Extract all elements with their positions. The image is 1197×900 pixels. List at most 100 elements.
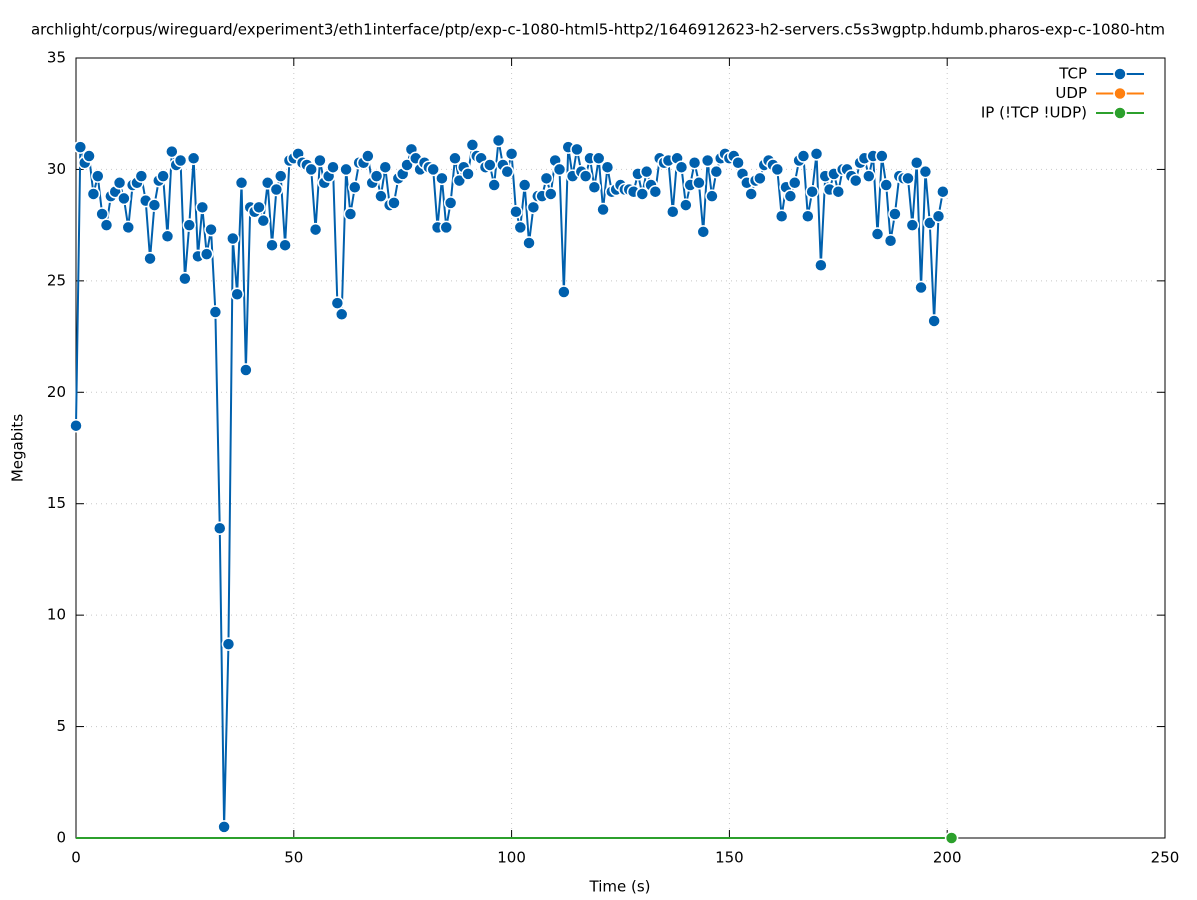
data-point [199, 247, 214, 261]
x-tick-label: 0 [71, 849, 81, 867]
y-tick-label: 35 [47, 49, 66, 67]
data-point [326, 160, 340, 174]
data-point [923, 216, 937, 230]
data-point [591, 151, 606, 166]
y-tick-label: 5 [56, 717, 66, 735]
data-point [744, 187, 758, 201]
data-point [221, 637, 236, 651]
data-point [334, 307, 349, 322]
data-point [361, 149, 375, 163]
data-point [304, 162, 318, 177]
data-point [483, 158, 497, 172]
data-point [147, 198, 162, 212]
y-tick-label: 15 [47, 494, 66, 512]
data-point [99, 218, 114, 232]
data-point [426, 162, 440, 177]
data-point [448, 151, 462, 166]
data-point [674, 160, 689, 174]
data-point [186, 151, 201, 166]
data-point [639, 164, 654, 179]
y-axis-label: Megabits [9, 414, 27, 482]
data-point [879, 178, 893, 192]
data-point [234, 176, 249, 190]
data-point [230, 287, 244, 301]
legend-label: TCP [1058, 65, 1087, 83]
data-point [278, 238, 292, 252]
data-point [82, 149, 96, 163]
x-tick-label: 150 [715, 849, 744, 867]
data-point [814, 258, 828, 273]
data-point [539, 171, 554, 186]
data-point [195, 200, 210, 215]
data-point [875, 149, 889, 163]
data-point [465, 138, 480, 152]
data-point [95, 207, 109, 221]
y-tick-label: 20 [47, 383, 66, 401]
data-point [500, 164, 514, 179]
data-point [117, 191, 131, 206]
data-point [339, 162, 353, 177]
data-point [156, 169, 170, 183]
data-point [901, 171, 915, 186]
data-point [635, 187, 650, 201]
data-point [905, 218, 920, 232]
data-point [914, 280, 928, 295]
legend-swatch [1113, 86, 1127, 101]
data-point [526, 200, 541, 215]
y-tick-label: 30 [47, 160, 66, 178]
x-axis-label: Time (s) [589, 878, 651, 896]
data-point [578, 169, 593, 183]
data-point [374, 189, 388, 203]
data-point [378, 160, 393, 174]
data-point [313, 153, 327, 168]
data-point [883, 233, 898, 248]
data-point [330, 296, 345, 310]
data-point [182, 218, 197, 232]
data-point [731, 155, 745, 170]
data-point [709, 164, 724, 179]
chart-title: archlight/corpus/wireguard/experiment3/e… [31, 21, 1165, 39]
data-point [509, 205, 523, 219]
data-point [927, 314, 941, 328]
data-point [226, 231, 240, 246]
data-point [487, 178, 501, 192]
data-point [700, 153, 715, 168]
data-point [522, 236, 536, 250]
data-point [596, 202, 610, 217]
data-point [269, 182, 284, 197]
data-point [517, 178, 532, 192]
data-point [204, 222, 218, 237]
data-point [679, 198, 693, 212]
y-tick-label: 25 [47, 271, 66, 289]
data-point [69, 418, 83, 433]
data-point [513, 220, 528, 235]
data-point [648, 184, 663, 199]
data-point [260, 176, 275, 190]
legend-label: IP (!TCP !UDP) [981, 104, 1087, 122]
data-point [86, 187, 101, 201]
x-tick-label: 250 [1151, 849, 1180, 867]
data-point [387, 196, 401, 210]
x-tick-label: 100 [497, 849, 526, 867]
data-point [308, 222, 323, 237]
data-point [443, 196, 458, 210]
x-tick-label: 200 [933, 849, 962, 867]
data-point [435, 171, 449, 186]
data-point [439, 220, 454, 235]
data-point [173, 153, 188, 168]
data-point [252, 200, 266, 215]
data-point [587, 180, 602, 195]
data-point [265, 238, 279, 252]
data-point [931, 209, 946, 223]
data-point [452, 173, 467, 188]
data-point [91, 169, 105, 183]
data-point [770, 162, 785, 177]
data-point [570, 142, 584, 157]
data-point [600, 160, 615, 174]
data-point [178, 271, 192, 286]
data-point [753, 171, 767, 186]
data-point [705, 189, 719, 203]
data-point [343, 207, 358, 221]
data-point [870, 227, 885, 241]
